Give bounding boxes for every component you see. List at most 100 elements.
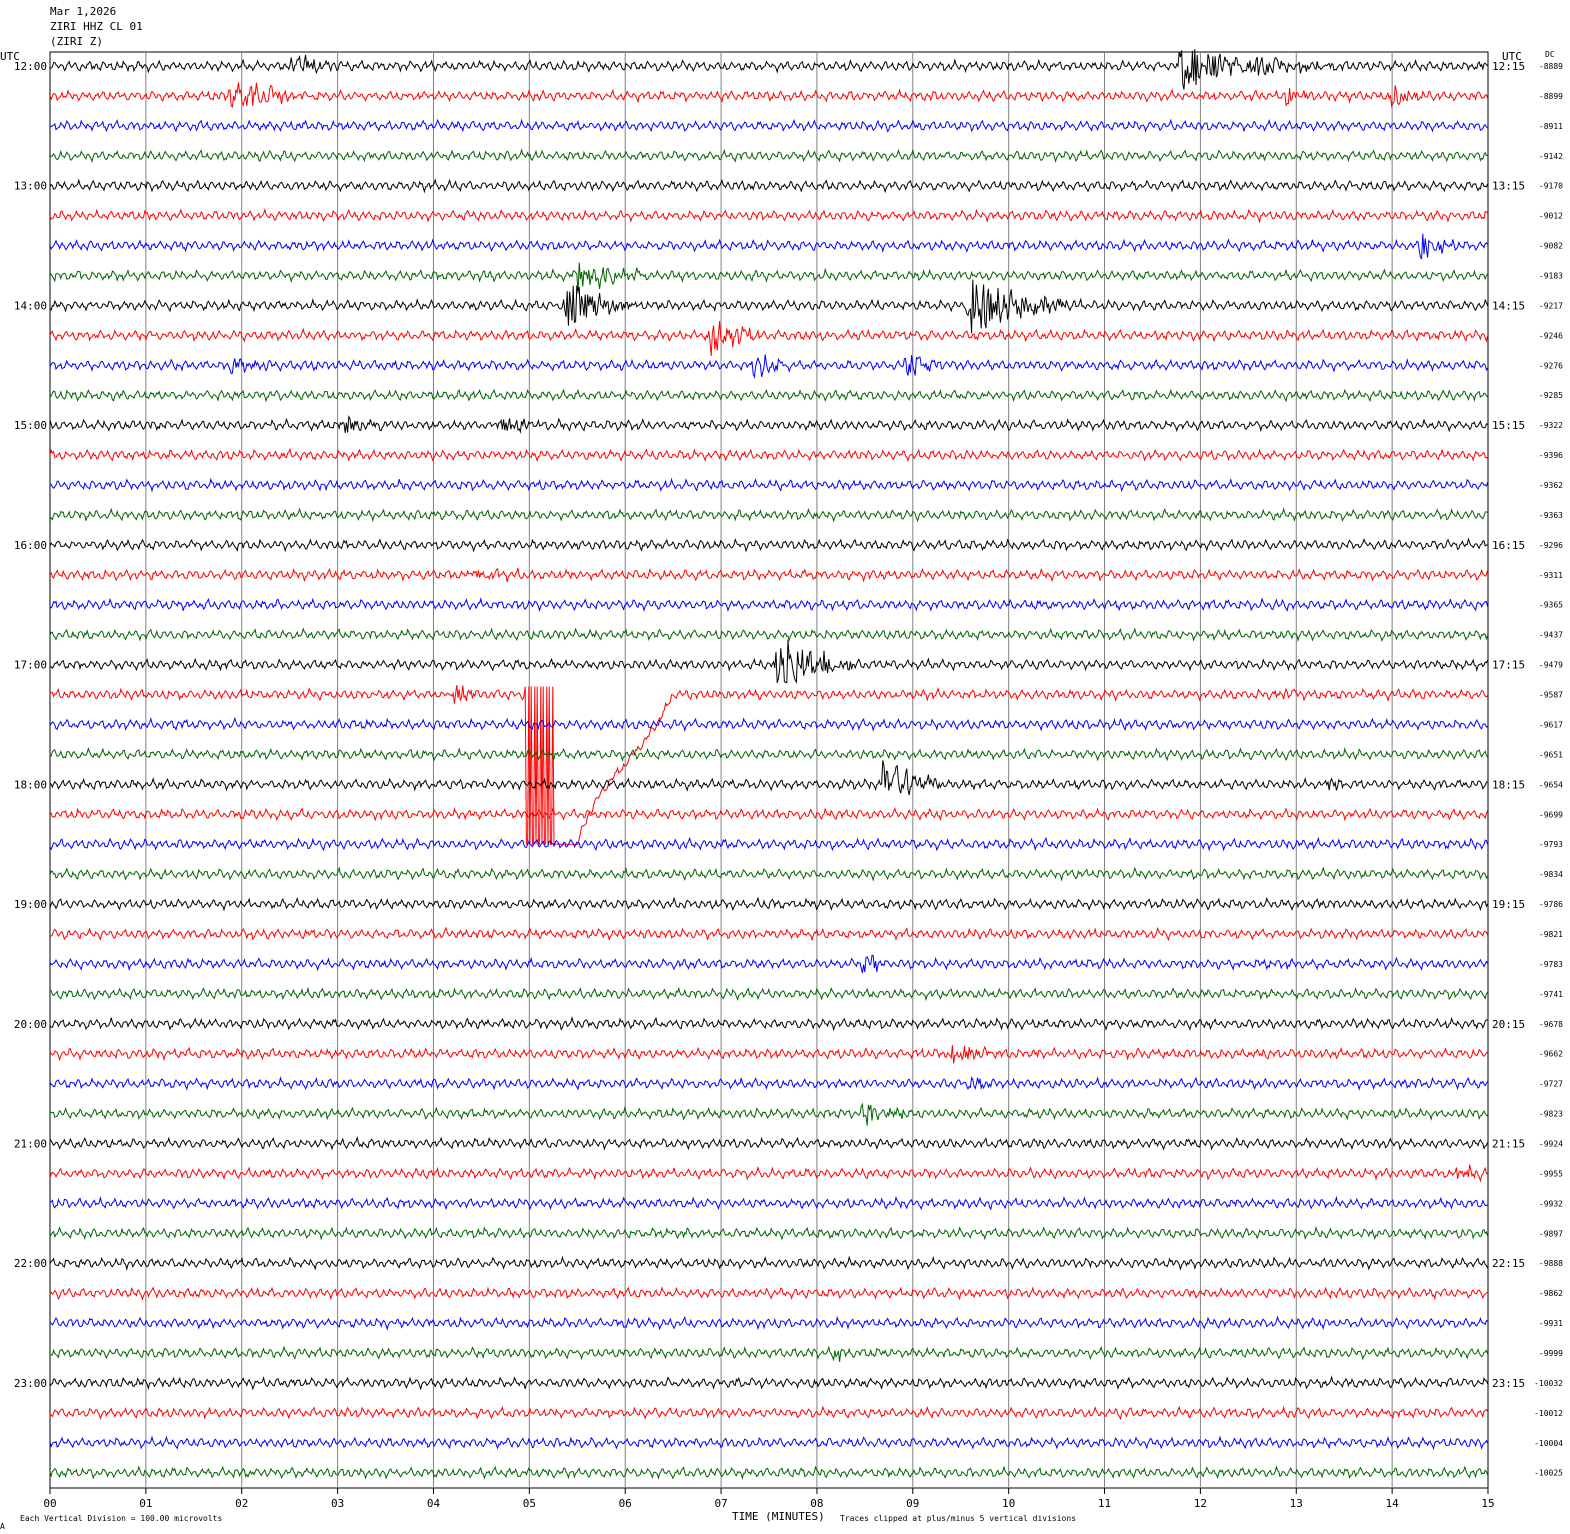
dc-offset-label: -9311	[1539, 571, 1563, 580]
trace-line	[49, 1075, 1489, 1091]
header-station-paren: (ZIRI Z)	[50, 35, 103, 48]
trace-line	[49, 1345, 1489, 1362]
dc-offset-label: -9924	[1539, 1139, 1563, 1148]
left-time-label: 22:00	[14, 1257, 47, 1270]
trace-line	[49, 477, 1489, 493]
dc-offset-label: -9888	[1539, 1259, 1563, 1268]
plot-grid	[49, 51, 1489, 1489]
trace-line	[49, 279, 1489, 334]
trace-line	[49, 262, 1489, 294]
trace-line	[49, 597, 1489, 612]
dc-offset-label: -9276	[1539, 361, 1563, 370]
trace-line	[49, 208, 1488, 224]
right-time-label: 16:15	[1492, 539, 1525, 552]
trace-line	[49, 986, 1488, 1002]
dc-offset-label: -9834	[1539, 870, 1563, 879]
right-time-label: 23:15	[1492, 1377, 1525, 1390]
trace-line	[49, 567, 1489, 583]
trace-line	[49, 639, 1489, 685]
trace-line	[49, 148, 1488, 164]
left-time-label: 17:00	[14, 659, 47, 672]
scale-note: Each Vertical Division = 100.00 microvol…	[20, 1514, 222, 1523]
x-tick-label: 13	[1290, 1497, 1303, 1510]
x-tick-label: 08	[810, 1497, 823, 1510]
dc-offset-label: -9396	[1539, 451, 1563, 460]
dc-offset-label: -9786	[1539, 900, 1563, 909]
right-time-label: 22:15	[1492, 1257, 1525, 1270]
trace-line	[49, 954, 1489, 974]
trace-group	[49, 49, 1489, 1481]
x-tick-label: 02	[235, 1497, 248, 1510]
dc-offset-label: -9365	[1539, 601, 1563, 610]
dc-offset-label: -9617	[1539, 720, 1563, 729]
left-time-label: 18:00	[14, 778, 47, 791]
dc-offset-label: -9479	[1539, 661, 1563, 670]
trace-line	[49, 866, 1489, 882]
trace-line	[49, 1102, 1488, 1126]
dc-offset-label: -9587	[1539, 691, 1563, 700]
dc-offset-label: -9741	[1539, 990, 1563, 999]
x-tick-label: 01	[139, 1497, 152, 1510]
dc-offset-label: -9999	[1539, 1349, 1563, 1358]
left-time-label: 21:00	[14, 1137, 47, 1150]
right-time-label: 14:15	[1492, 299, 1525, 312]
trace-line	[49, 836, 1489, 852]
trace-line	[49, 806, 1489, 822]
left-time-label: 12:00	[14, 60, 47, 73]
dc-offset-label: -9363	[1539, 511, 1563, 520]
dc-offset-label: -9727	[1539, 1080, 1563, 1089]
dc-offset-label: -9142	[1539, 152, 1563, 161]
trace-line	[49, 1405, 1488, 1421]
trace-line	[49, 716, 1488, 732]
right-time-label: 18:15	[1492, 778, 1525, 791]
right-time-label: 12:15	[1492, 60, 1525, 73]
dc-offset-label: -9170	[1539, 182, 1563, 191]
trace-line	[49, 1286, 1488, 1301]
trace-line	[49, 896, 1489, 912]
dc-offset-label: -9662	[1539, 1050, 1563, 1059]
dc-offset-label: -9955	[1539, 1169, 1563, 1178]
trace-line	[49, 49, 1488, 90]
dc-offset-label: -9082	[1539, 242, 1563, 251]
dc-offset-label: -9821	[1539, 930, 1563, 939]
trace-line	[49, 1465, 1489, 1481]
dc-offset-label: -10004	[1534, 1439, 1563, 1448]
left-time-label: 13:00	[14, 180, 47, 193]
dc-offset-label: -10012	[1534, 1409, 1563, 1418]
dc-offset-label: -9897	[1539, 1229, 1563, 1238]
trace-line	[49, 233, 1488, 260]
dc-offset-label: -9437	[1539, 631, 1563, 640]
trace-line	[49, 1225, 1489, 1241]
dc-offset-label: -9699	[1539, 810, 1563, 819]
trace-line	[49, 1016, 1488, 1032]
x-tick-label: 11	[1098, 1497, 1111, 1510]
dc-offset-label: -9932	[1539, 1199, 1563, 1208]
dc-offset-label: -9823	[1539, 1110, 1563, 1119]
x-tick-label: 12	[1194, 1497, 1207, 1510]
trace-line	[49, 388, 1488, 403]
x-tick-label: 03	[331, 1497, 344, 1510]
trace-line	[49, 685, 1488, 845]
dc-offset-label: -9246	[1539, 331, 1563, 340]
dc-offset-label: -9362	[1539, 481, 1563, 490]
right-time-label: 13:15	[1492, 180, 1525, 193]
trace-line	[49, 1375, 1489, 1391]
trace-line	[49, 1045, 1488, 1064]
trace-line	[49, 415, 1488, 434]
trace-line	[49, 1315, 1488, 1331]
left-time-label: 15:00	[14, 419, 47, 432]
right-time-label: 15:15	[1492, 419, 1525, 432]
trace-labels: 12:00 12:15 -8889 -8899 -8911 -9142 13:00 13:15…	[14, 60, 1563, 1478]
x-tick-label: 14	[1386, 1497, 1400, 1510]
trace-line	[49, 1135, 1489, 1151]
trace-line	[49, 1164, 1488, 1183]
trace-line	[49, 447, 1488, 463]
dc-offset-label: -9931	[1539, 1319, 1563, 1328]
x-tick-label: 07	[714, 1497, 727, 1510]
dc-offset-label: -9012	[1539, 212, 1563, 221]
header-date: Mar 1,2026	[50, 5, 116, 18]
corner-mark: A	[0, 1522, 5, 1531]
dc-offset-label: -9217	[1539, 301, 1563, 310]
x-tick-label: 04	[427, 1497, 441, 1510]
